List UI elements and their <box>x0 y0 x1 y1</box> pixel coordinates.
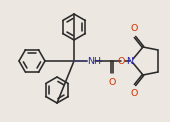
Text: N: N <box>126 56 133 66</box>
Text: NH: NH <box>88 56 101 66</box>
Text: O: O <box>108 78 116 87</box>
Text: O: O <box>130 24 138 33</box>
Text: O: O <box>117 56 125 66</box>
Text: O: O <box>130 89 138 98</box>
